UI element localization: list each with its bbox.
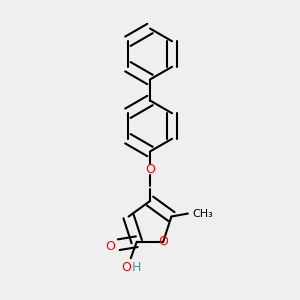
Text: O: O	[145, 163, 155, 176]
Text: O: O	[158, 235, 168, 248]
Text: O: O	[121, 261, 131, 274]
Text: CH₃: CH₃	[192, 208, 213, 218]
Text: H: H	[132, 261, 142, 274]
Text: O: O	[105, 240, 115, 253]
